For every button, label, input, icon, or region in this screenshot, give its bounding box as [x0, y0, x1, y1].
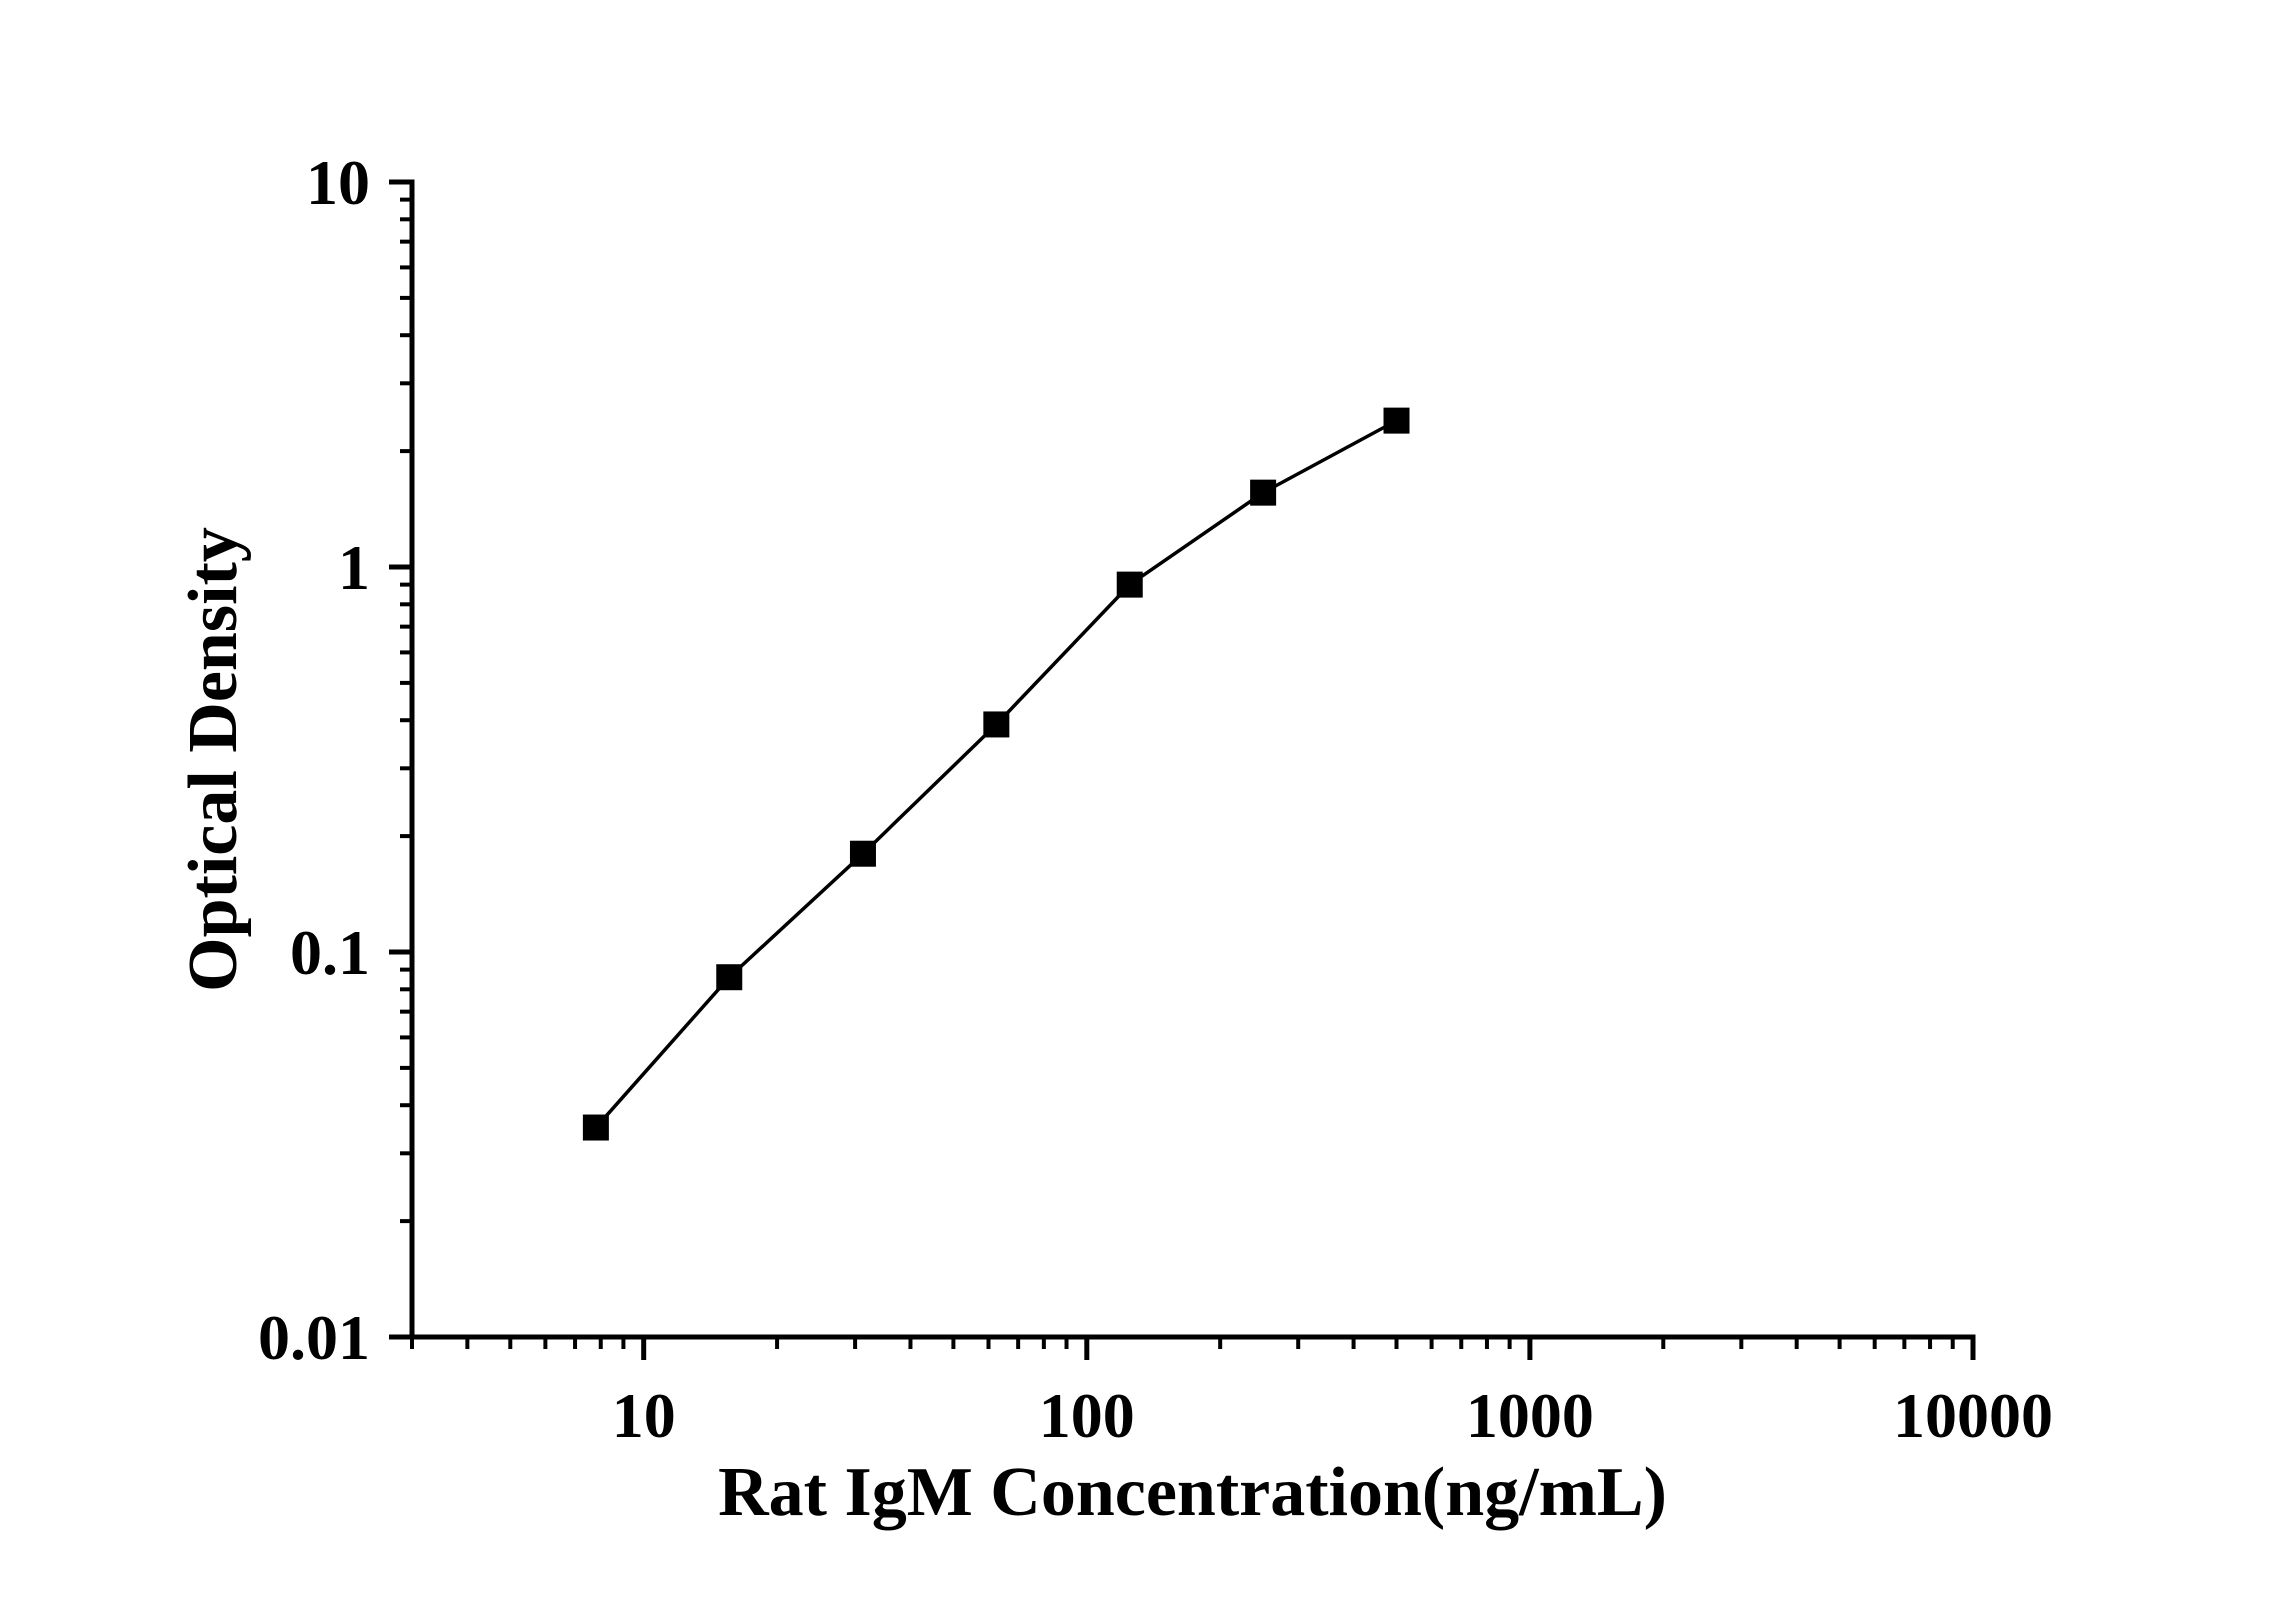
- y-axis-tick-labels: 0.01 0.1 1 10: [258, 147, 370, 1373]
- data-point-marker: [849, 840, 876, 867]
- x-axis-title: Rat IgM Concentration(ng/mL): [718, 1454, 1667, 1531]
- x-axis-tick-labels: 10 100 1000 10000: [612, 1380, 2053, 1451]
- data-point-marker: [1250, 479, 1277, 506]
- data-point-marker: [582, 1114, 609, 1141]
- x-axis-ticks: [410, 1337, 1976, 1360]
- data-point-marker: [1116, 571, 1143, 598]
- y-axis-title: Optical Density: [175, 527, 252, 992]
- data-point-marker: [983, 711, 1010, 738]
- x-tick-label: 10: [612, 1380, 676, 1451]
- axes-spine: [409, 179, 1976, 1340]
- data-point-marker: [1383, 407, 1410, 434]
- y-tick-label: 1: [338, 532, 370, 603]
- series-line: [594, 419, 1398, 1129]
- series-markers: [582, 407, 1410, 1141]
- y-axis-ticks: [389, 179, 412, 1340]
- data-point-marker: [716, 964, 743, 991]
- y-tick-label: 0.01: [258, 1302, 370, 1373]
- y-tick-label: 0.1: [290, 917, 370, 988]
- x-tick-label: 1000: [1466, 1380, 1594, 1451]
- y-tick-label: 10: [306, 147, 370, 218]
- x-tick-label: 10000: [1893, 1380, 2053, 1451]
- x-tick-label: 100: [1039, 1380, 1135, 1451]
